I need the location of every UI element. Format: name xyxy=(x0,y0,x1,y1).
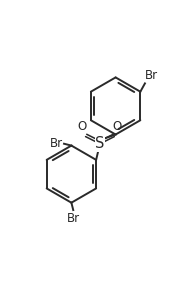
Text: O: O xyxy=(113,120,122,133)
Text: Br: Br xyxy=(49,137,62,150)
Text: Br: Br xyxy=(67,212,80,225)
Text: O: O xyxy=(78,120,87,133)
Text: S: S xyxy=(95,136,105,151)
Text: Br: Br xyxy=(145,69,158,82)
